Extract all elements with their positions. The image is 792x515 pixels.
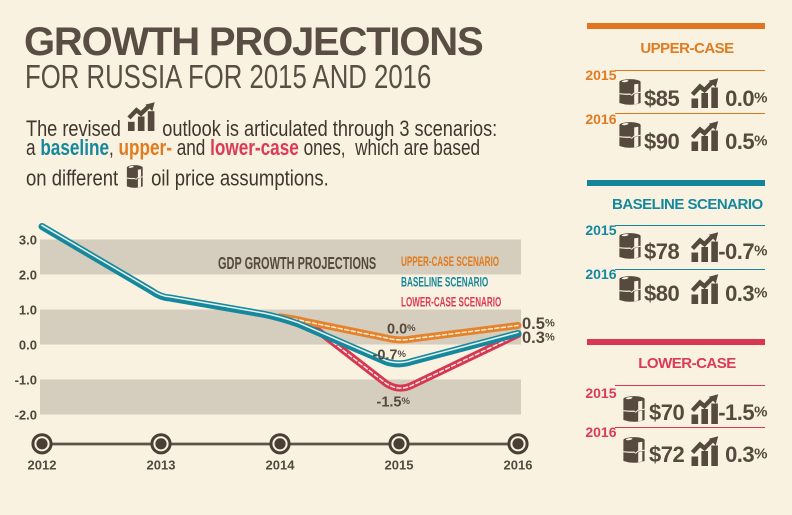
svg-text:0.0: 0.0 (19, 338, 37, 353)
svg-text:0.5%: 0.5% (522, 315, 555, 333)
svg-text:3.0: 3.0 (19, 233, 37, 248)
svg-text:GDP GROWTH PROJECTIONS: GDP GROWTH PROJECTIONS (218, 255, 376, 274)
svg-text:LOWER-CASE SCENARIO: LOWER-CASE SCENARIO (401, 296, 502, 311)
svg-text:2013: 2013 (147, 458, 176, 473)
svg-text:2014: 2014 (266, 458, 296, 473)
svg-text:2015: 2015 (385, 458, 414, 473)
svg-text:0.0%: 0.0% (387, 322, 416, 338)
svg-text:2016: 2016 (504, 458, 533, 473)
svg-text:2012: 2012 (28, 458, 57, 473)
svg-text:-2.0: -2.0 (15, 408, 37, 423)
svg-text:1.0: 1.0 (19, 303, 37, 318)
svg-text:-1.5%: -1.5% (377, 395, 411, 411)
svg-text:UPPER-CASE SCENARIO: UPPER-CASE SCENARIO (401, 255, 499, 270)
svg-text:-0.7%: -0.7% (373, 348, 407, 364)
svg-text:BASELINE SCENARIO: BASELINE SCENARIO (401, 276, 489, 290)
svg-text:0.3%: 0.3% (522, 329, 555, 347)
svg-text:-1.0: -1.0 (15, 373, 37, 388)
svg-text:2.0: 2.0 (19, 268, 37, 283)
